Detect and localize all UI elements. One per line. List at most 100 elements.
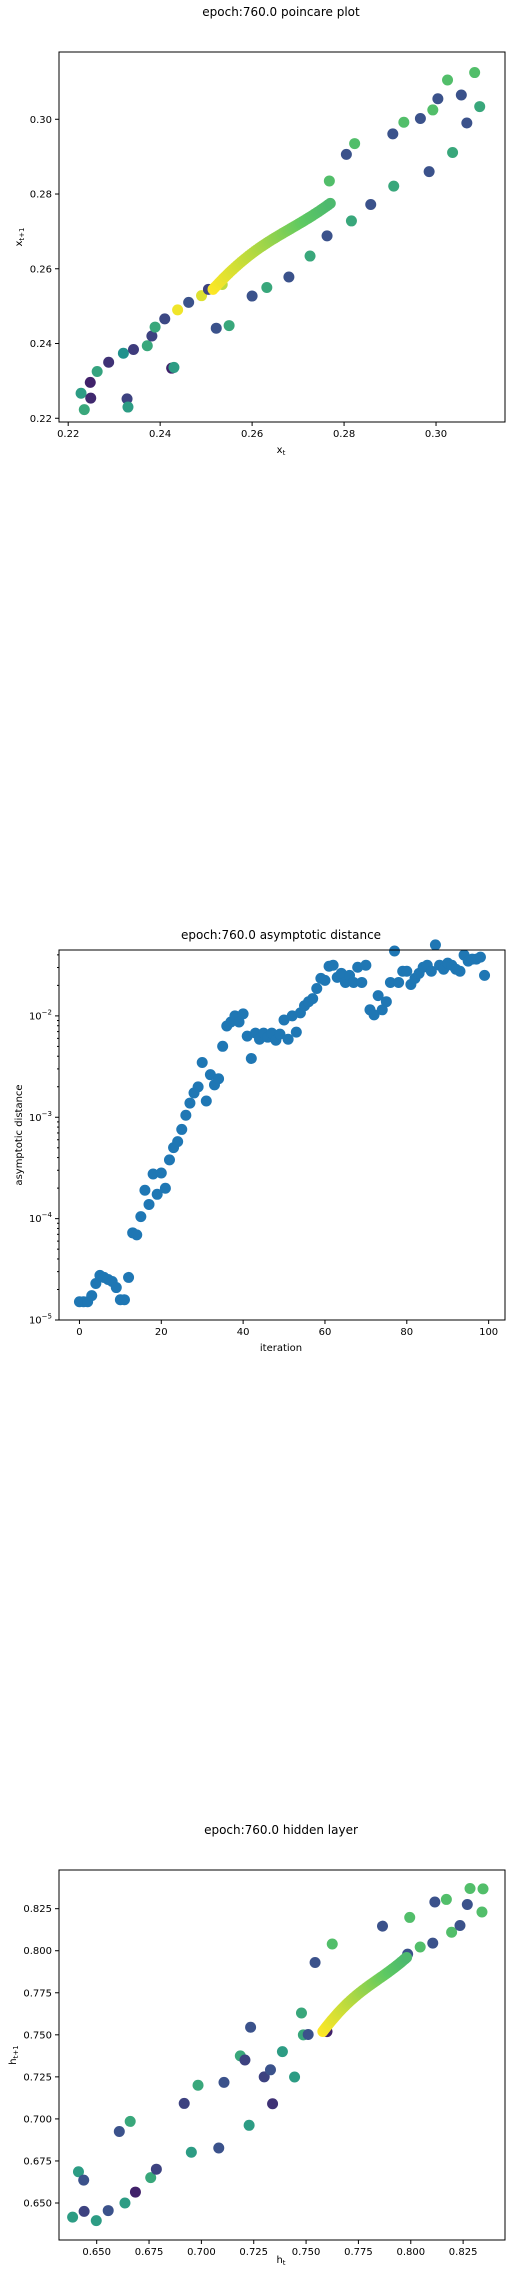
x-ticks: 0 20 40 60 80 100 [76, 1320, 498, 1338]
y-tick-label: 0.750 [23, 2030, 52, 2041]
scatter-point [267, 2098, 279, 2110]
scatter-point [323, 175, 335, 187]
distance-point [356, 976, 368, 988]
distance-point [233, 1016, 245, 1028]
scatter-point [185, 2146, 197, 2158]
scatter-point [129, 2186, 141, 2198]
plot-area [67, 1883, 489, 2227]
distance-point [90, 1278, 102, 1290]
scatter-point [124, 2115, 136, 2127]
scatter-point [264, 2064, 276, 2076]
distance-point [159, 1182, 171, 1194]
scatter-point [455, 89, 467, 101]
scatter-point [404, 1911, 416, 1923]
distance-point [155, 1167, 167, 1179]
distance-point [454, 965, 466, 977]
y-tick-label: 0.650 [23, 2199, 52, 2210]
scatter-point [440, 1893, 452, 1905]
chart-title: epoch:760.0 hidden layer [204, 1823, 358, 1837]
hidden-layer-chart: epoch:760.0 hidden layer 0.650 0.675 0.700… [8, 1823, 506, 2267]
x-tick-label: 0 [76, 1327, 82, 1338]
y-ticks: 10−5 10−4 10−3 10−2 [29, 954, 59, 1327]
distance-point [282, 1033, 294, 1045]
distance-point [139, 1184, 151, 1196]
y-tick-label: 10−2 [29, 1008, 52, 1022]
distance-point [147, 1168, 159, 1180]
y-tick-label: 0.28 [30, 190, 52, 201]
y-tick-label: 0.30 [30, 115, 52, 126]
distance-point [319, 974, 331, 986]
scatter-point [178, 2097, 190, 2109]
x-tick-label: 0.825 [449, 2247, 478, 2258]
scatter-point [150, 2163, 162, 2175]
scatter-point [183, 296, 195, 308]
x-tick-label: 100 [479, 1327, 498, 1338]
distance-point [372, 990, 384, 1002]
y-ticks: 0.650 0.675 0.700 0.725 0.750 0.775 0.800 0.825 [23, 1904, 59, 2210]
scatter-point [141, 340, 153, 352]
scatter-point [464, 1883, 476, 1894]
scatter-point [78, 404, 90, 416]
distance-point [348, 976, 360, 988]
scatter-point [349, 138, 361, 150]
distance-point [368, 1009, 380, 1021]
y-tick-label: 0.825 [23, 1904, 52, 1915]
distance-point [474, 951, 486, 963]
scatter-point [414, 1941, 426, 1953]
distance-point [360, 959, 372, 971]
x-ticks: 0.22 0.24 0.26 0.28 0.30 [57, 422, 447, 440]
distance-point [479, 969, 491, 981]
asymptotic-distance-chart: epoch:760.0 asymptotic distance 0 20 40 60 8… [14, 928, 506, 1354]
scatter-point [340, 148, 352, 160]
x-tick-label: 0.650 [82, 2247, 111, 2258]
x-ticks: 0.650 0.675 0.700 0.725 0.750 0.775 0.800 0.825 [82, 2240, 477, 2258]
y-ticks: 0.22 0.24 0.26 0.28 0.30 [30, 115, 59, 425]
scatter-point [365, 198, 377, 210]
distance-point [380, 996, 392, 1008]
scatter-point [113, 2126, 125, 2138]
y-tick-label: 0.800 [23, 1946, 52, 1957]
scatter-point [223, 320, 235, 332]
scatter-point [276, 2046, 288, 2058]
scatter-point [477, 1883, 489, 1895]
x-tick-label: 0.775 [344, 2247, 373, 2258]
x-tick-label: 0.750 [292, 2247, 321, 2258]
scatter-point [427, 104, 439, 116]
distance-point [237, 1008, 249, 1020]
scatter-point [474, 101, 486, 113]
x-tick-label: 0.24 [149, 429, 171, 440]
x-tick-label: 0.800 [396, 2247, 425, 2258]
y-tick-label: 0.775 [23, 1988, 52, 1999]
scatter-point [121, 393, 133, 405]
y-axis-label: asymptotic distance [14, 1084, 25, 1185]
scatter-point [78, 2174, 90, 2186]
distance-point [143, 1198, 155, 1210]
y-tick-label: 10−5 [29, 1313, 52, 1327]
scatter-point [78, 2205, 90, 2217]
x-tick-label: 0.26 [241, 429, 263, 440]
distance-point [180, 1109, 192, 1121]
scatter-point [388, 180, 400, 192]
plot-frame [58, 51, 506, 423]
scatter-point [261, 281, 273, 293]
plot-area [75, 67, 486, 416]
scatter-point [90, 2215, 102, 2227]
scatter-point [447, 147, 459, 159]
x-axis-label: xt [277, 445, 286, 457]
y-axis-label: ht+1 [8, 2045, 20, 2064]
scatter-point [304, 250, 316, 262]
scatter-point [289, 2071, 301, 2083]
x-tick-label: 0.22 [57, 429, 79, 440]
scatter-point [75, 387, 87, 399]
distance-point [196, 1057, 208, 1069]
scatter-point [398, 116, 410, 128]
x-tick-label: 0.675 [135, 2247, 164, 2258]
scatter-point [258, 2071, 270, 2083]
distance-point [163, 1154, 175, 1166]
chart-title: epoch:760.0 asymptotic distance [181, 928, 381, 942]
y-tick-label: 10−4 [29, 1211, 53, 1225]
y-tick-label: 10−3 [29, 1110, 52, 1124]
trajectory-point [401, 1951, 413, 1963]
scatter-point [91, 366, 103, 378]
distance-point [200, 1095, 212, 1107]
